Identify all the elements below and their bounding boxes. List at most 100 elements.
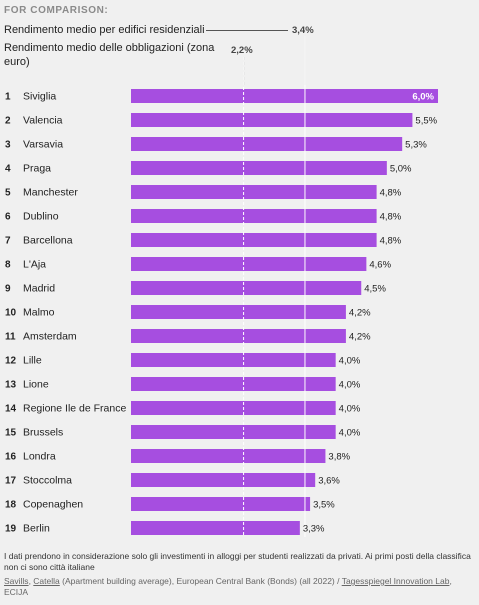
city-label: Manchester <box>23 187 78 199</box>
chart-row: 1 Siviglia <box>5 89 438 103</box>
bar <box>131 425 336 439</box>
bar <box>131 257 367 271</box>
chart-row: 10 Malmo <box>5 305 346 319</box>
rank-label: 7 <box>5 236 11 247</box>
city-label: Regione Ile de France <box>23 403 126 415</box>
bar <box>131 281 362 295</box>
rank-label: 15 <box>5 428 17 439</box>
city-label: Brussels <box>23 427 63 439</box>
value-label: 6,0% <box>412 92 434 103</box>
bar <box>131 449 326 463</box>
rank-label: 16 <box>5 452 17 463</box>
rank-label: 2 <box>5 116 11 127</box>
chart-note: I dati prendono in considerazione solo g… <box>4 551 471 572</box>
chart-row: 6 Dublino <box>5 209 377 223</box>
source-savills-link[interactable]: Savills <box>4 576 29 586</box>
value-label: 3,8% <box>328 452 350 463</box>
bar <box>131 497 311 511</box>
chart-row: 2 Valencia <box>5 113 413 127</box>
chart-row: 5 Manchester <box>5 185 377 199</box>
rank-label: 18 <box>5 500 17 511</box>
value-label: 4,6% <box>369 260 391 271</box>
source-middle-text: (Apartment building average), European C… <box>59 576 342 586</box>
chart-source: Savills, Catella (Apartment building ave… <box>4 576 474 598</box>
chart-row: 17 Stoccolma <box>5 473 316 487</box>
chart-row: 15 Brussels <box>5 425 336 439</box>
rank-label: 6 <box>5 212 11 223</box>
bar <box>131 113 413 127</box>
source-separator: , <box>28 576 34 586</box>
chart-row: 11 Amsterdam <box>5 329 346 343</box>
chart-row: 8 L'Aja <box>5 257 367 271</box>
city-label: Berlin <box>23 523 50 535</box>
source-end-text: , ECIJA <box>4 576 452 597</box>
value-label: 5,0% <box>390 164 412 175</box>
ref-residential-connector <box>206 30 288 31</box>
chart-row: 4 Praga <box>5 161 387 175</box>
value-label: 4,8% <box>380 188 402 199</box>
value-label: 4,8% <box>380 236 402 247</box>
bar <box>131 353 336 367</box>
rank-label: 11 <box>5 332 16 343</box>
city-label: Siviglia <box>23 91 56 103</box>
city-label: Barcellona <box>23 235 73 247</box>
bar <box>131 89 438 103</box>
chart-row: 9 Madrid <box>5 281 362 295</box>
value-label: 4,2% <box>349 332 371 343</box>
city-label: Copenaghen <box>23 499 83 511</box>
city-label: Stoccolma <box>23 475 72 487</box>
bar <box>131 233 377 247</box>
city-label: Madrid <box>23 283 55 295</box>
rank-label: 10 <box>5 308 17 319</box>
chart-row: 13 Lione <box>5 377 336 391</box>
rank-label: 13 <box>5 380 17 391</box>
city-label: Praga <box>23 163 51 175</box>
value-label: 4,0% <box>339 428 361 439</box>
chart-row: 14 Regione Ile de France <box>5 401 336 415</box>
rank-label: 17 <box>5 476 17 487</box>
rank-label: 3 <box>5 140 11 151</box>
ref-residential-value: 3,4% <box>292 25 314 36</box>
chart-row: 12 Lille <box>5 353 336 367</box>
value-label: 3,6% <box>318 476 340 487</box>
city-label: Varsavia <box>23 139 63 151</box>
city-label: Malmo <box>23 307 55 319</box>
value-label: 4,0% <box>339 380 361 391</box>
value-label: 4,5% <box>364 284 386 295</box>
rank-label: 4 <box>5 164 11 175</box>
bar <box>131 473 316 487</box>
chart-row: 18 Copenaghen <box>5 497 311 511</box>
value-label: 4,2% <box>349 308 371 319</box>
bar <box>131 329 346 343</box>
city-label: Amsterdam <box>23 331 77 343</box>
value-label: 4,0% <box>339 404 361 415</box>
value-label: 4,0% <box>339 356 361 367</box>
city-label: Lille <box>23 355 42 367</box>
chart-row: 19 Berlin <box>5 521 300 535</box>
rank-label: 8 <box>5 260 11 271</box>
source-tagesspiegel-link[interactable]: Tagesspiegel Innovation Lab <box>341 576 450 586</box>
rank-label: 14 <box>5 404 17 415</box>
chart-row: 3 Varsavia <box>5 137 403 151</box>
for-comparison-heading: FOR COMPARISON: <box>4 5 109 16</box>
chart-row: 16 Londra <box>5 449 326 463</box>
rank-label: 19 <box>5 524 17 535</box>
bar <box>131 305 346 319</box>
value-label: 5,5% <box>415 116 437 127</box>
value-label: 4,8% <box>380 212 402 223</box>
bar <box>131 137 403 151</box>
ref-bonds-label: Rendimento medio delle obbligazioni (zon… <box>4 42 215 68</box>
city-label: Lione <box>23 379 49 391</box>
chart-row: 7 Barcellona <box>5 233 377 247</box>
bar <box>131 161 387 175</box>
value-label: 3,3% <box>303 524 325 535</box>
source-catella-link[interactable]: Catella <box>33 576 60 586</box>
value-label: 3,5% <box>313 500 335 511</box>
city-label: Dublino <box>23 211 59 223</box>
bar <box>131 185 377 199</box>
rank-label: 9 <box>5 284 11 295</box>
ref-residential-label: Rendimento medio per edifici residenzial… <box>4 24 205 36</box>
bar <box>131 377 336 391</box>
city-label: L'Aja <box>23 259 46 271</box>
bar <box>131 401 336 415</box>
